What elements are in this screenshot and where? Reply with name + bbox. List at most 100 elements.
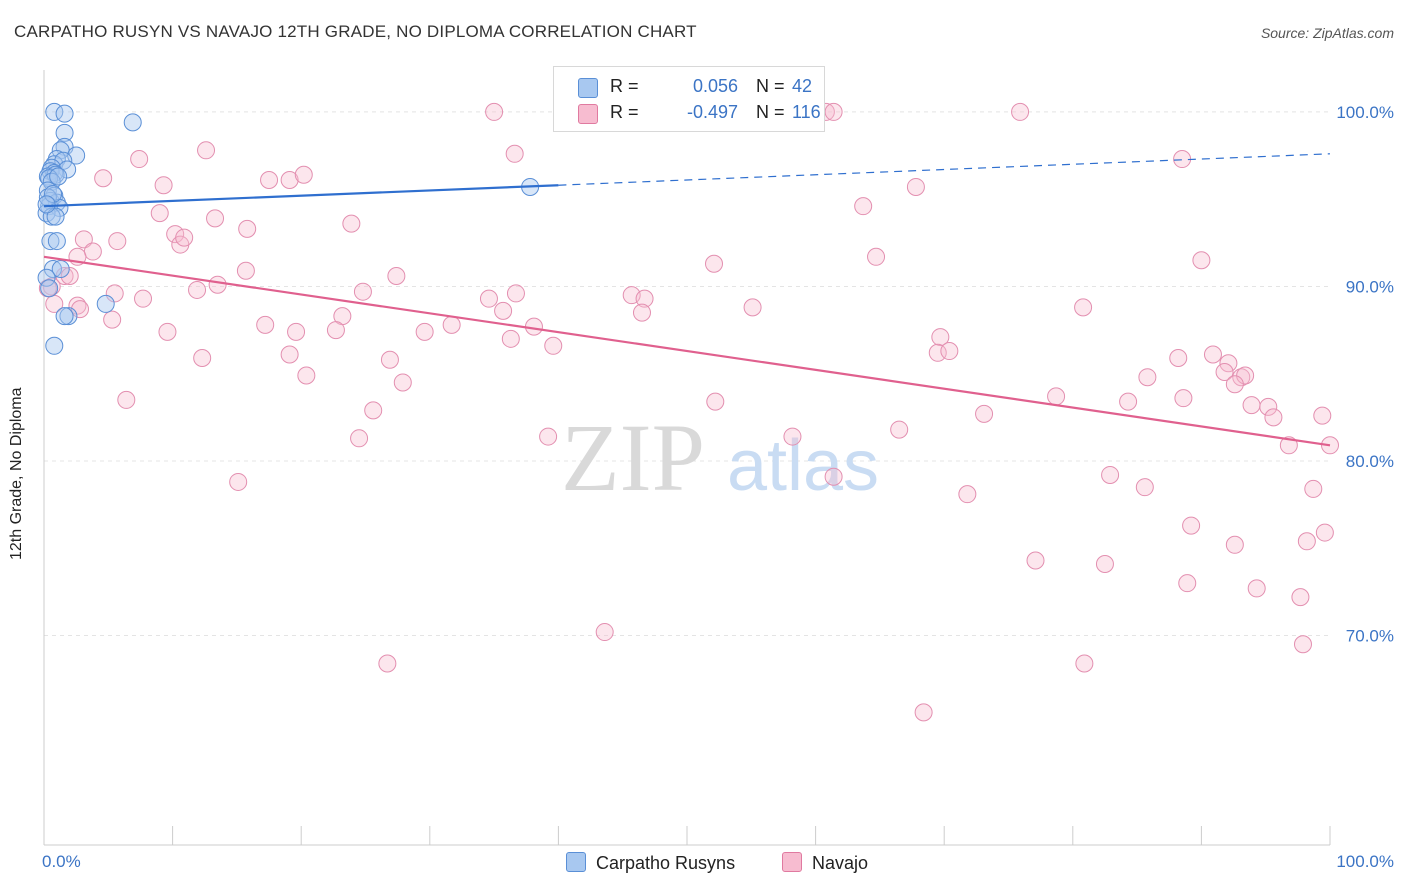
navajo-point: [280, 345, 299, 364]
navajo-point: [485, 102, 504, 121]
navajo-point: [238, 219, 257, 238]
navajo-point: [1247, 579, 1266, 598]
carpatho-point: [46, 207, 65, 226]
carpatho-point: [55, 307, 74, 326]
navajo-point: [928, 343, 947, 362]
series-carpatho-rusyns: [37, 102, 540, 355]
navajo-point: [117, 390, 136, 409]
navajo-point: [479, 289, 498, 308]
navajo-point: [105, 284, 124, 303]
navajo-point: [595, 623, 614, 642]
navajo-point: [890, 420, 909, 439]
navajo-point: [1135, 478, 1154, 497]
navajo-point: [1011, 102, 1030, 121]
navajo-point: [1178, 574, 1197, 593]
carpatho-point: [40, 279, 59, 298]
navajo-point: [108, 232, 127, 251]
carpatho-point: [37, 195, 56, 214]
navajo-point: [154, 176, 173, 195]
chart-title: CARPATHO RUSYN VS NAVAJO 12TH GRADE, NO …: [14, 22, 697, 41]
y-tick-label: 80.0%: [1346, 452, 1394, 471]
navajo-point: [1219, 354, 1238, 373]
navajo-point: [824, 467, 843, 486]
legend-r-value: 0.056: [692, 76, 738, 96]
series-legend: Carpatho Rusyns Navajo: [0, 852, 1406, 878]
navajo-point: [342, 214, 361, 233]
legend-n-value: 42: [792, 76, 813, 96]
navajo-point: [297, 366, 316, 385]
legend-item-navajo[interactable]: Navajo: [782, 852, 868, 874]
navajo-point: [1315, 523, 1334, 542]
navajo-point: [378, 654, 397, 673]
navajo-point: [193, 349, 212, 368]
navajo-point: [632, 303, 651, 322]
navajo-point: [1182, 516, 1201, 535]
navajo-point: [280, 170, 299, 189]
navajo-point: [326, 321, 345, 340]
navajo-point: [415, 322, 434, 341]
y-tick-label: 100.0%: [1336, 103, 1394, 122]
navajo-point: [1192, 251, 1211, 270]
watermark-atlas: atlas: [727, 426, 879, 506]
navajo-point: [130, 150, 149, 169]
navajo-point: [103, 310, 122, 329]
navajo-point: [1138, 368, 1157, 387]
watermark: ZIP atlas: [561, 404, 879, 511]
navajo-point: [539, 427, 558, 446]
navajo-point: [1174, 389, 1193, 408]
navajo-point: [1279, 436, 1298, 455]
navajo-point: [706, 392, 725, 411]
navajo-point: [188, 280, 207, 299]
carpatho-point: [59, 307, 78, 326]
legend-swatch-navajo: [782, 852, 802, 872]
navajo-point: [294, 165, 313, 184]
navajo-point: [635, 289, 654, 308]
navajo-point: [1169, 349, 1188, 368]
navajo-point: [1215, 362, 1234, 381]
navajo-point: [68, 296, 87, 315]
navajo-point: [1203, 345, 1222, 364]
trend-lines: [43, 153, 1331, 447]
legend-swatch-navajo: [578, 104, 598, 124]
navajo-point: [854, 197, 873, 216]
carpatho-point: [37, 268, 56, 287]
navajo-point: [1313, 406, 1332, 425]
data-points: [37, 102, 1339, 722]
navajo-point: [175, 228, 194, 247]
navajo-point: [353, 282, 372, 301]
navajo-point: [206, 209, 225, 228]
y-tick-labels: 70.0% 80.0% 90.0% 100.0%: [1336, 103, 1394, 646]
navajo-point: [1291, 588, 1310, 607]
legend-item-carpatho[interactable]: Carpatho Rusyns: [566, 852, 735, 874]
navajo-point: [494, 301, 513, 320]
navajo-point: [364, 401, 383, 420]
navajo-point: [1264, 408, 1283, 427]
legend-r-value: -0.497: [686, 102, 738, 122]
navajo-point: [260, 170, 279, 189]
navajo-point: [1242, 396, 1261, 415]
navajo-point: [1293, 635, 1312, 654]
navajo-point: [506, 284, 525, 303]
legend-swatch-carpatho: [578, 78, 598, 98]
navajo-point: [1119, 392, 1138, 411]
navajo-point: [60, 266, 79, 285]
navajo-point: [83, 242, 102, 261]
navajo-point: [94, 169, 113, 188]
navajo-point: [1225, 375, 1244, 394]
carpatho-point: [41, 232, 60, 251]
carpatho-point: [47, 232, 66, 251]
navajo-point: [1297, 532, 1316, 551]
navajo-point: [743, 298, 762, 317]
stats-legend: R = 0.056 N = 42 R = -0.497 N = 116: [553, 66, 825, 132]
carpatho-trend-extension: [558, 153, 1331, 186]
navajo-point: [380, 350, 399, 369]
navajo-point: [1047, 387, 1066, 406]
navajo-point: [256, 315, 275, 334]
x-tick-min: 0.0%: [42, 852, 81, 871]
navajo-point: [287, 322, 306, 341]
navajo-point: [1304, 479, 1323, 498]
navajo-point: [166, 225, 185, 244]
navajo-trend-line: [43, 255, 1331, 447]
navajo-point: [1095, 554, 1114, 573]
